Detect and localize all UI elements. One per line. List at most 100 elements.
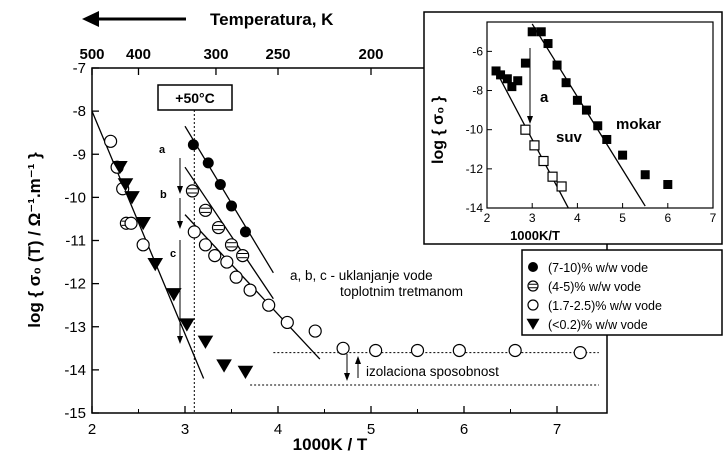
x-tick-label-5: 5 (367, 421, 375, 438)
inset-point-suv-5 (556, 181, 567, 192)
plus50-label: +50°C (175, 90, 214, 106)
inset-point-mokar-3 (502, 74, 512, 84)
point-0-2-w-w-vode-9 (216, 359, 232, 373)
insulation-label: izolaciona sposobnost (366, 364, 499, 379)
inset-fit-line-suv (495, 70, 569, 209)
point-1-7-2-5-w-w-vode-17 (410, 343, 425, 358)
fit-line-7-10-w-w-vode (184, 125, 274, 274)
water-removal-note-line1: a, b, c - uklanjanje vode (290, 268, 433, 283)
inset-y-tick-label--10: -10 (466, 123, 484, 137)
point-1-7-2-5-w-w-vode-11 (243, 283, 257, 297)
point-1-7-2-5-w-w-vode-15 (336, 341, 350, 355)
arrow-letter-c: c (170, 248, 176, 260)
legend-marker-4-5-w-w-vode (527, 280, 539, 292)
inset-point-mokar-13 (581, 105, 591, 115)
top-tick-label-200: 200 (358, 46, 383, 63)
point-4-5-w-w-vode-5 (224, 238, 239, 252)
point-4-5-w-w-vode-6 (236, 248, 250, 263)
point-0-2-w-w-vode-2 (117, 178, 134, 192)
inset-x-tick-label-2: 2 (484, 211, 491, 225)
point-0-2-w-w-vode-3 (124, 191, 140, 205)
arrow-letter-b: b (160, 189, 167, 201)
point-1-7-2-5-w-w-vode-5 (136, 238, 150, 252)
inset-point-suv-2 (529, 140, 540, 151)
inset-point-mokar-15 (602, 134, 612, 144)
main-plot: 2 3 4 5 6 7 -7 -8 -9 -10 -11 -12 -13 -14 -15 500 400 300 2… (64, 46, 608, 438)
point-0-2-w-w-vode-6 (166, 288, 182, 302)
point-1-7-2-5-w-w-vode-13 (280, 315, 294, 330)
point-0-2-w-w-vode-8 (197, 335, 214, 349)
point-7-10-w-w-vode-4 (226, 200, 237, 212)
main-data-points (103, 134, 587, 380)
x-tick-label-4: 4 (274, 421, 282, 438)
legend-markers (526, 262, 540, 330)
inset-y-tick-label--8: -8 (472, 84, 483, 98)
inset-background (423, 11, 723, 245)
inset-x-tick-label-3: 3 (529, 211, 536, 225)
inset-point-suv-4 (547, 171, 558, 182)
legend-entry-2: (4-5)% w/w vode (548, 280, 641, 294)
legend: (7-10)% w/w vode (4-5)% w/w vode (1.7-2.… (521, 249, 723, 336)
inset-y-tick-label--6: -6 (472, 44, 483, 58)
main-x-axis-title: 1000K / T (293, 435, 368, 454)
inset-y-tick-label--12: -12 (466, 162, 484, 176)
inset-x-tick-label-4: 4 (574, 211, 581, 225)
inset-axis-tick-labels: 2 3 4 5 6 7 -6 -8 -10 -12 -14 (466, 44, 717, 225)
inset-label-suv: suv (556, 129, 583, 146)
arrow-letter-a: a (159, 144, 166, 156)
point-7-10-w-w-vode-5 (239, 226, 251, 238)
inset-point-mokar-7 (527, 27, 537, 37)
inset-point-mokar-8 (536, 27, 546, 37)
y-tick-label--10: -10 (64, 189, 86, 206)
water-removal-arrows (177, 158, 183, 344)
top-axis-title: Temperatura, K (210, 10, 334, 29)
point-7-10-w-w-vode-3 (214, 178, 226, 190)
legend-entry-4: (<0.2)% w/w vode (548, 318, 648, 332)
point-1-7-2-5-w-w-vode-19 (508, 343, 522, 358)
inset-point-mokar-16 (618, 150, 628, 160)
inset-y-axis-title: log { σ₀ } (430, 96, 447, 164)
inset-point-mokar-18 (663, 180, 673, 190)
y-tick-label--14: -14 (64, 362, 86, 379)
inset-y-tick-label--14: -14 (466, 201, 484, 215)
inset-point-mokar-1 (491, 66, 501, 76)
inset-point-mokar-6 (520, 58, 530, 68)
inset-point-mokar-14 (593, 121, 603, 131)
point-1-7-2-5-w-w-vode-20 (573, 346, 587, 360)
main-axis-ticks (91, 67, 558, 414)
main-axis-tick-labels: 2 3 4 5 6 7 -7 -8 -9 -10 -11 -12 -13 -14 -15 500 400 300 2… (64, 46, 561, 438)
point-1-7-2-5-w-w-vode-10 (229, 270, 243, 284)
y-tick-label--12: -12 (64, 276, 86, 293)
top-tick-label-400: 400 (126, 46, 151, 63)
point-1-7-2-5-w-w-vode-7 (198, 238, 213, 252)
inset-point-suv-3 (538, 155, 549, 167)
water-removal-note-line2: toplotnim tretmanom (340, 284, 463, 299)
point-1-7-2-5-w-w-vode-1 (103, 134, 118, 148)
inset-plot-frame (486, 21, 714, 209)
inset-point-mokar-10 (552, 60, 562, 70)
legend-marker-7-10-w-w-vode (528, 262, 538, 272)
inset-point-suv-1 (520, 124, 531, 135)
inset-x-axis-title: 1000K/T (510, 228, 560, 243)
point-7-10-w-w-vode-2 (202, 157, 214, 169)
y-tick-label--11: -11 (65, 233, 86, 250)
point-1-7-2-5-w-w-vode-16 (369, 343, 383, 358)
point-1-7-2-5-w-w-vode-12 (262, 298, 276, 312)
x-tick-label-7: 7 (553, 421, 561, 438)
inset-point-mokar-11 (561, 78, 571, 88)
point-0-2-w-w-vode-7 (179, 318, 195, 332)
point-0-2-w-w-vode-4 (135, 217, 151, 231)
point-1-7-2-5-w-w-vode-6 (187, 225, 201, 239)
inset-x-tick-label-7: 7 (710, 211, 717, 225)
top-tick-label-300: 300 (203, 46, 228, 63)
inset-data-points (491, 27, 673, 192)
y-tick-label--7: -7 (73, 60, 86, 77)
inset-fit-line-mokar (531, 23, 646, 207)
point-1-7-2-5-w-w-vode-4 (124, 216, 138, 230)
legend-marker-0-2-w-w-vode (526, 318, 540, 330)
fit-line-4-5-w-w-vode (184, 166, 274, 300)
point-1-7-2-5-w-w-vode-8 (208, 248, 222, 263)
top-tick-label-250: 250 (265, 46, 290, 63)
legend-marker-1-7-2-5-w-w-vode (527, 299, 539, 311)
